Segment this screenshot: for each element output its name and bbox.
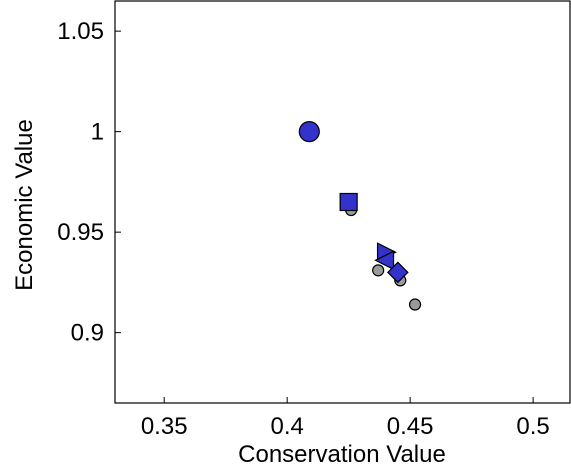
y-tick-label: 1: [91, 119, 104, 146]
x-tick-label: 0.5: [516, 413, 549, 440]
blue-circle-point: [298, 121, 320, 143]
gray-circle-point: [372, 264, 385, 277]
plot-frame: [114, 0, 571, 404]
blue-square-point: [339, 192, 358, 212]
x-tick-label: 0.45: [387, 413, 434, 440]
blue-triangle-left-point: [374, 250, 395, 271]
blue-diamond-point: [386, 261, 409, 284]
y-tick-label: 0.95: [57, 219, 104, 246]
x-axis-label: Conservation Value: [238, 441, 446, 468]
gray-circle-point: [408, 298, 422, 311]
x-tick-label: 0.4: [270, 413, 303, 440]
y-tick-label: 0.9: [71, 320, 104, 347]
marks-layer: [298, 121, 422, 311]
ticks-layer: 0.35 0.4 0.45 0.5 0.9 0.95 1 1.05: [57, 18, 550, 440]
y-tick-label: 1.05: [57, 18, 104, 45]
x-tick-label: 0.35: [141, 413, 188, 440]
y-axis-label: Economic Value: [11, 119, 38, 291]
